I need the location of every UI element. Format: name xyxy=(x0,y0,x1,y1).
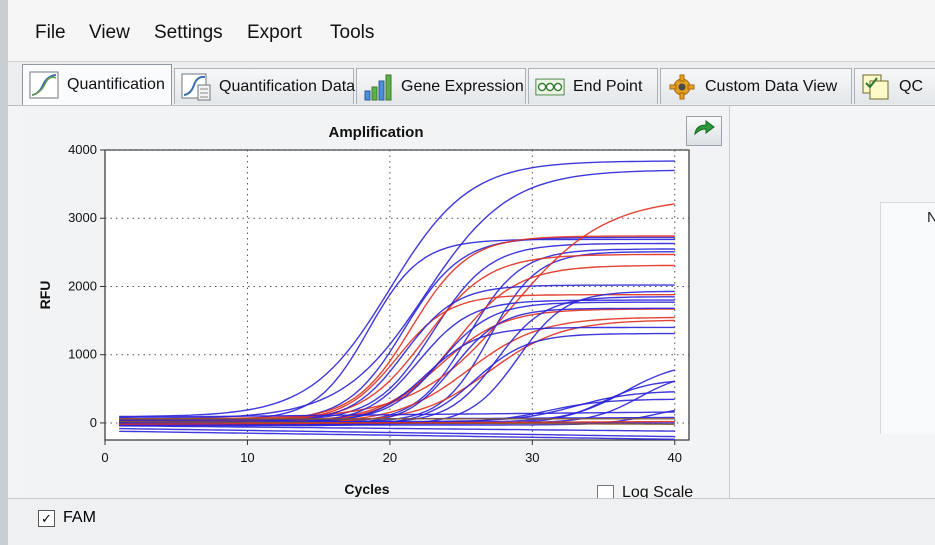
y-tick-label: 3000 xyxy=(68,210,97,225)
tab-label: Quantification Data xyxy=(219,77,356,95)
amplification-curve xyxy=(119,169,675,420)
x-axis-label: Cycles xyxy=(344,481,389,497)
y-tick-label: 4000 xyxy=(68,142,97,157)
menu-file[interactable]: File xyxy=(35,22,66,43)
right-panel-text: N xyxy=(927,209,935,226)
log-scale-label: Log Scale xyxy=(622,484,694,501)
amplification-data-icon xyxy=(181,73,211,101)
x-tick-label: 30 xyxy=(525,450,539,465)
amplification-chart: 0 10 20 30 40 0 1000 2000 3000 4000 Cycles RFU xyxy=(37,142,690,497)
x-tick-label: 0 xyxy=(101,450,108,465)
tab-label: QC xyxy=(899,77,923,95)
bar-chart-icon xyxy=(363,73,393,101)
endpoint-wells-icon xyxy=(535,73,565,101)
qc-checklist-icon xyxy=(861,73,891,101)
amplification-curve xyxy=(119,411,675,418)
x-tick-label: 10 xyxy=(240,450,254,465)
x-tick-label: 40 xyxy=(668,450,682,465)
tab-quantification[interactable]: Quantification xyxy=(22,64,172,105)
amplification-curve-icon xyxy=(29,71,59,99)
y-tick-label: 2000 xyxy=(68,278,97,293)
right-panel: N xyxy=(732,106,935,516)
y-axis-label: RFU xyxy=(37,281,53,310)
gear-icon xyxy=(667,73,697,101)
fam-toggle[interactable]: ✓ FAM xyxy=(38,509,96,527)
tab-qc[interactable]: QC xyxy=(854,68,935,104)
tab-end-point[interactable]: End Point xyxy=(528,68,658,104)
tab-label: Custom Data View xyxy=(705,77,838,95)
tab-label: Quantification xyxy=(67,76,165,93)
y-tick-label: 1000 xyxy=(68,347,97,362)
green-arrow-icon xyxy=(692,119,716,144)
x-tick-label: 20 xyxy=(383,450,397,465)
right-subpanel: N xyxy=(880,202,935,434)
chart-title: Amplification xyxy=(328,124,424,141)
chart-options-button[interactable] xyxy=(686,116,722,146)
fam-label: FAM xyxy=(63,509,96,526)
tab-label: End Point xyxy=(573,77,643,95)
menu-export[interactable]: Export xyxy=(247,22,302,43)
menu-tools[interactable]: Tools xyxy=(330,22,375,43)
menu-bar: File View Settings Export Tools xyxy=(8,0,935,62)
amplification-curve xyxy=(119,160,675,418)
tab-gene-expression[interactable]: Gene Expression xyxy=(356,68,526,104)
amplification-chart-panel: 0 10 20 30 40 0 1000 2000 3000 4000 Cycles RFU Ampl… xyxy=(22,106,730,516)
tab-custom-data-view[interactable]: Custom Data View xyxy=(660,68,852,104)
tab-quantification-data[interactable]: Quantification Data xyxy=(174,68,356,104)
y-tick-label: 0 xyxy=(90,415,97,430)
tab-label: Gene Expression xyxy=(401,77,524,95)
fam-checkbox[interactable]: ✓ xyxy=(38,509,55,527)
menu-view[interactable]: View xyxy=(89,22,130,43)
amplification-curve xyxy=(119,420,675,425)
menu-settings[interactable]: Settings xyxy=(154,22,223,43)
tab-strip: Quantification Quantification Data Gene … xyxy=(8,62,935,106)
amplification-curve xyxy=(119,430,675,440)
amplification-curve xyxy=(119,427,675,438)
amplification-curve xyxy=(119,425,675,432)
fluorophore-bar: ✓ FAM xyxy=(8,498,935,545)
log-scale-toggle[interactable]: Log Scale xyxy=(597,484,693,502)
